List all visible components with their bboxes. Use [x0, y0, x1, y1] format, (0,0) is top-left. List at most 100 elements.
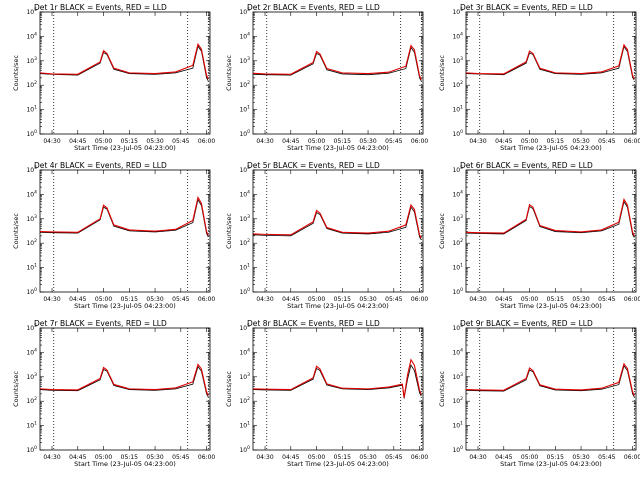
- y-tick-label: 100: [26, 445, 37, 454]
- y-tick-label: 103: [239, 56, 250, 65]
- chart-panel-6: Det 6r BLACK = Events, RED = LLD 100 101 10…: [438, 161, 640, 310]
- y-axis-label: Counts/sec: [12, 371, 20, 407]
- y-tick-label: 104: [26, 189, 37, 198]
- x-tick-label: 06:00: [624, 454, 640, 461]
- plot-frame: [465, 11, 637, 135]
- y-tick-label: 101: [239, 263, 250, 272]
- x-tick-label: 05:45: [172, 138, 189, 145]
- y-axis-label: Counts/sec: [12, 213, 20, 249]
- lld-series-line: [39, 195, 209, 236]
- y-tick-label: 104: [452, 31, 463, 40]
- y-axis-label: Counts/sec: [225, 213, 233, 249]
- y-tick-label: 100: [452, 129, 463, 138]
- y-tick-label: 103: [26, 56, 37, 65]
- events-series-line: [465, 364, 635, 398]
- x-tick-label: 05:15: [121, 296, 138, 303]
- x-axis-label: Start Time (23-Jul-05 04:23:00): [74, 144, 176, 152]
- y-tick-label: 104: [452, 189, 463, 198]
- y-tick-label: 105: [26, 7, 37, 16]
- x-tick-label: 04:30: [469, 138, 486, 145]
- x-tick-label: 05:15: [547, 296, 564, 303]
- y-tick-label: 101: [452, 263, 463, 272]
- x-tick-label: 04:30: [469, 296, 486, 303]
- y-tick-label: 105: [239, 323, 250, 332]
- lld-series-line: [465, 43, 635, 80]
- plot-frame: [465, 327, 637, 451]
- x-tick-label: 05:30: [572, 138, 589, 145]
- y-tick-label: 100: [26, 287, 37, 296]
- x-tick-label: 05:30: [359, 454, 376, 461]
- chart-panel-8: Det 8r BLACK = Events, RED = LLD 100 101 10…: [225, 319, 428, 468]
- y-tick-label: 101: [452, 105, 463, 114]
- y-tick-label: 105: [452, 165, 463, 174]
- lld-series-line: [252, 358, 422, 398]
- x-tick-label: 06:00: [411, 296, 428, 303]
- x-tick-label: 05:30: [146, 296, 163, 303]
- plot-frame: [39, 11, 211, 135]
- x-tick-label: 05:15: [334, 296, 351, 303]
- events-series-line: [465, 200, 635, 238]
- panel-title: Det 7r BLACK = Events, RED = LLD: [34, 319, 167, 328]
- panel-title: Det 3r BLACK = Events, RED = LLD: [460, 3, 593, 12]
- x-tick-label: 05:30: [359, 138, 376, 145]
- x-tick-label: 05:15: [334, 138, 351, 145]
- x-tick-label: 04:30: [43, 138, 60, 145]
- y-tick-label: 102: [239, 396, 250, 405]
- x-tick-label: 04:30: [43, 296, 60, 303]
- x-tick-label: 06:00: [411, 138, 428, 145]
- y-tick-label: 102: [26, 238, 37, 247]
- x-tick-label: 06:00: [198, 296, 215, 303]
- chart-panel-1: Det 1r BLACK = Events, RED = LLD 100 101 10…: [12, 3, 215, 152]
- x-axis-label: Start Time (23-Jul-05 04:23:00): [500, 144, 602, 152]
- x-tick-label: 05:45: [385, 296, 402, 303]
- x-tick-label: 05:15: [334, 454, 351, 461]
- x-axis-label: Start Time (23-Jul-05 04:23:00): [287, 302, 389, 310]
- x-axis-label: Start Time (23-Jul-05 04:23:00): [74, 302, 176, 310]
- y-tick-label: 104: [239, 189, 250, 198]
- x-tick-label: 04:45: [282, 454, 299, 461]
- plot-frame: [252, 11, 424, 135]
- y-tick-label: 104: [26, 347, 37, 356]
- y-axis-label: Counts/sec: [12, 55, 20, 91]
- y-tick-label: 104: [239, 347, 250, 356]
- y-axis-label: Counts/sec: [225, 55, 233, 91]
- y-axis-label: Counts/sec: [438, 55, 446, 91]
- panel-title: Det 9r BLACK = Events, RED = LLD: [460, 319, 593, 328]
- y-tick-label: 100: [239, 129, 250, 138]
- plot-frame: [39, 169, 211, 293]
- y-tick-label: 101: [239, 421, 250, 430]
- lld-series-line: [39, 42, 209, 80]
- x-tick-label: 05:00: [521, 296, 538, 303]
- chart-panel-4: Det 4r BLACK = Events, RED = LLD 100 101 10…: [12, 161, 215, 310]
- events-series-line: [252, 364, 422, 399]
- panel-title: Det 8r BLACK = Events, RED = LLD: [247, 319, 380, 328]
- x-tick-label: 05:30: [146, 138, 163, 145]
- x-tick-label: 05:00: [308, 138, 325, 145]
- x-tick-label: 06:00: [198, 454, 215, 461]
- y-tick-label: 104: [452, 347, 463, 356]
- x-axis-label: Start Time (23-Jul-05 04:23:00): [287, 460, 389, 468]
- y-tick-label: 102: [26, 80, 37, 89]
- y-tick-label: 105: [452, 7, 463, 16]
- x-tick-label: 05:30: [146, 454, 163, 461]
- x-tick-label: 05:00: [521, 138, 538, 145]
- x-tick-label: 05:30: [359, 296, 376, 303]
- x-tick-label: 04:45: [69, 454, 86, 461]
- x-tick-label: 05:45: [598, 454, 615, 461]
- x-tick-label: 05:15: [547, 138, 564, 145]
- x-tick-label: 05:15: [121, 138, 138, 145]
- x-tick-label: 04:45: [282, 296, 299, 303]
- x-tick-label: 04:45: [282, 138, 299, 145]
- x-tick-label: 05:45: [598, 296, 615, 303]
- y-tick-label: 102: [452, 396, 463, 405]
- y-tick-label: 100: [452, 445, 463, 454]
- x-tick-label: 06:00: [624, 296, 640, 303]
- y-tick-label: 105: [452, 323, 463, 332]
- y-tick-label: 103: [452, 56, 463, 65]
- x-tick-label: 06:00: [198, 138, 215, 145]
- x-tick-label: 04:30: [43, 454, 60, 461]
- y-axis-label: Counts/sec: [438, 371, 446, 407]
- y-tick-label: 101: [26, 105, 37, 114]
- y-tick-label: 100: [239, 287, 250, 296]
